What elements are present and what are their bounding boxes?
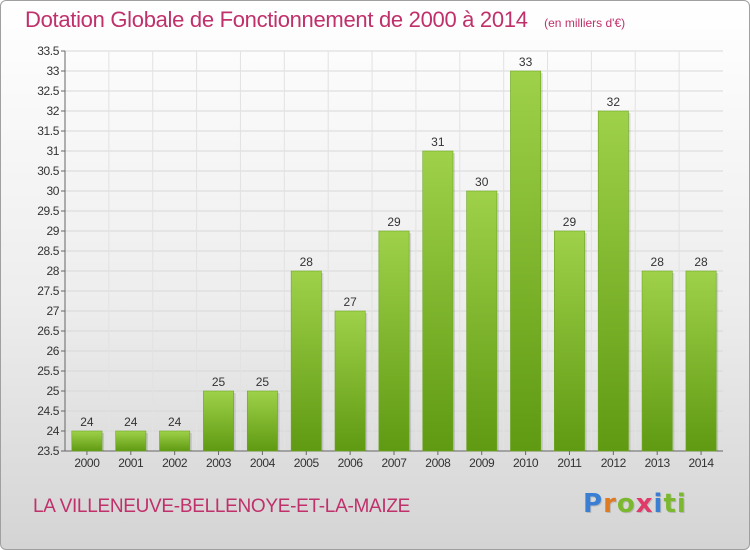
logo-letter: ti bbox=[663, 489, 687, 519]
y-tick-label: 30.5 bbox=[37, 164, 59, 178]
data-label: 31 bbox=[431, 135, 445, 149]
chart-title: Dotation Globale de Fonctionnement de 20… bbox=[25, 7, 528, 32]
y-tick-label: 27 bbox=[46, 304, 59, 318]
y-tick-label: 33 bbox=[46, 64, 59, 78]
bar-2003 bbox=[203, 390, 234, 452]
commune-name: LA VILLENEUVE-BELLENOYE-ET-LA-MAIZE bbox=[33, 496, 411, 517]
y-tick-label: 25.5 bbox=[37, 364, 59, 378]
y-tick-label: 24.5 bbox=[37, 404, 59, 418]
bar-2014 bbox=[685, 270, 717, 452]
y-tick-label: 23.5 bbox=[37, 444, 59, 458]
data-label: 24 bbox=[80, 415, 94, 429]
x-tick-label: 2012 bbox=[601, 456, 627, 470]
x-tick-label: 2006 bbox=[338, 456, 364, 470]
x-tick-label: 2008 bbox=[425, 456, 451, 470]
bar-2004 bbox=[246, 390, 278, 452]
title-row: Dotation Globale de Fonctionnement de 20… bbox=[25, 7, 625, 33]
y-tick-label: 32.5 bbox=[37, 84, 59, 98]
y-tick-label: 27.5 bbox=[37, 284, 59, 298]
logo-letter: P bbox=[583, 489, 604, 519]
data-label: 33 bbox=[519, 55, 533, 69]
data-label: 24 bbox=[168, 415, 182, 429]
x-tick-label: 2013 bbox=[645, 456, 671, 470]
x-tick-label: 2000 bbox=[74, 456, 100, 470]
data-label: 29 bbox=[387, 215, 401, 229]
y-tick-label: 26 bbox=[46, 344, 59, 358]
y-tick-label: 29.5 bbox=[37, 204, 59, 218]
y-tick-label: 25 bbox=[46, 384, 59, 398]
bar-2002 bbox=[159, 430, 191, 452]
data-label: 28 bbox=[300, 255, 314, 269]
bar-2012 bbox=[597, 110, 629, 452]
logo-letter: o bbox=[616, 489, 636, 519]
y-tick-label: 29 bbox=[46, 224, 59, 238]
x-tick-label: 2005 bbox=[294, 456, 320, 470]
data-label: 28 bbox=[694, 255, 708, 269]
y-tick-label: 31 bbox=[46, 144, 59, 158]
proxiti-logo[interactable]: Proxiti bbox=[583, 489, 687, 519]
x-tick-label: 2002 bbox=[162, 456, 188, 470]
y-tick-label: 30 bbox=[46, 184, 59, 198]
x-tick-label: 2007 bbox=[381, 456, 407, 470]
y-tick-label: 32 bbox=[46, 104, 59, 118]
bar-2008 bbox=[422, 150, 454, 452]
x-tick-label: 2011 bbox=[557, 456, 582, 470]
x-tick-label: 2014 bbox=[689, 456, 715, 470]
bar-2010 bbox=[510, 70, 542, 452]
bar-2013 bbox=[641, 270, 673, 452]
bar-2006 bbox=[334, 310, 366, 452]
y-tick-label: 26.5 bbox=[37, 324, 59, 338]
data-label: 32 bbox=[607, 95, 621, 109]
bar-2011 bbox=[554, 230, 585, 452]
data-label: 25 bbox=[256, 375, 270, 389]
y-tick-label: 28 bbox=[46, 264, 59, 278]
data-label: 30 bbox=[475, 175, 489, 189]
bar-2005 bbox=[290, 270, 322, 452]
y-tick-label: 31.5 bbox=[37, 124, 59, 138]
logo-letter: x bbox=[635, 489, 654, 519]
x-tick-label: 2009 bbox=[469, 456, 495, 470]
data-label: 25 bbox=[212, 375, 226, 389]
bar-2000 bbox=[71, 430, 103, 452]
bar-2009 bbox=[466, 190, 498, 452]
labels: 23.5 24 24.5 25 25.5 26 26.5 27 27.5 28 28.5 29 29.5… bbox=[37, 44, 714, 470]
chart-subtitle: (en milliers d'€) bbox=[544, 16, 626, 30]
data-label: 27 bbox=[343, 295, 357, 309]
data-label: 28 bbox=[651, 255, 665, 269]
y-tick-label: 28.5 bbox=[37, 244, 59, 258]
x-tick-label: 2001 bbox=[118, 456, 144, 470]
y-tick-label: 33.5 bbox=[37, 44, 59, 58]
bars bbox=[71, 70, 719, 452]
x-tick-label: 2010 bbox=[513, 456, 539, 470]
bar-2007 bbox=[378, 230, 410, 452]
logo-letter: i bbox=[653, 489, 664, 519]
x-tick-label: 2003 bbox=[206, 456, 232, 470]
data-label: 24 bbox=[124, 415, 138, 429]
logo-letter: r bbox=[603, 489, 617, 519]
bar-2001 bbox=[115, 430, 147, 452]
y-tick-label: 24 bbox=[46, 424, 59, 438]
x-tick-label: 2004 bbox=[250, 456, 276, 470]
data-label: 29 bbox=[563, 215, 577, 229]
